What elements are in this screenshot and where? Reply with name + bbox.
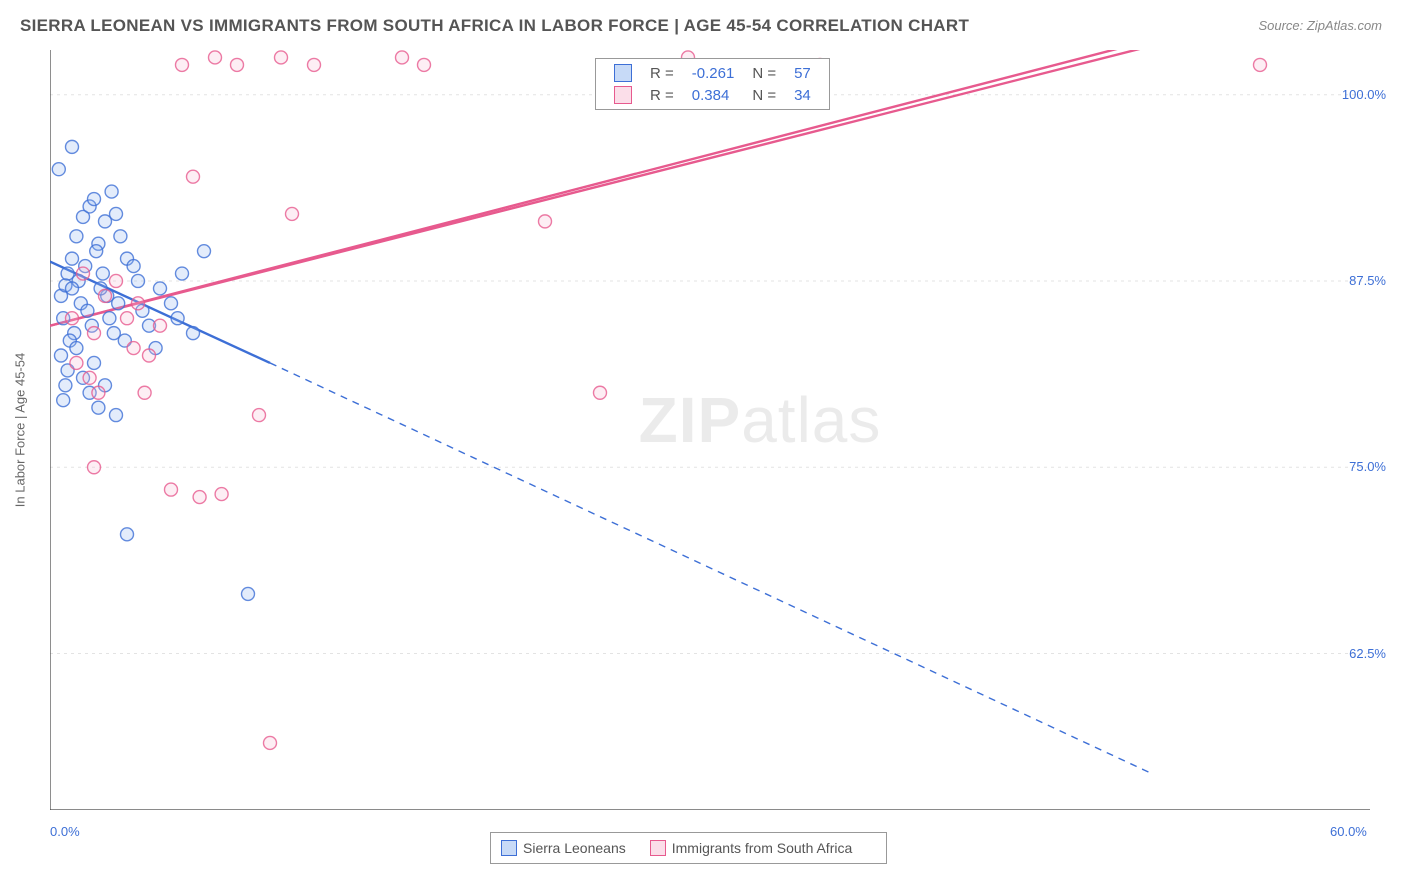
chart-container: SIERRA LEONEAN VS IMMIGRANTS FROM SOUTH …	[0, 0, 1406, 892]
stats-n-label: N =	[744, 63, 784, 83]
stats-r-label: R =	[642, 85, 682, 105]
legend-swatch	[650, 840, 666, 856]
y-tick-label: 75.0%	[1349, 459, 1386, 474]
source-label: Source: ZipAtlas.com	[1258, 18, 1382, 33]
legend-swatch	[501, 840, 517, 856]
series-legend: Sierra Leoneans Immigrants from South Afr…	[490, 832, 887, 864]
stats-r-value: -0.261	[684, 63, 743, 83]
y-axis-label: In Labor Force | Age 45-54	[13, 353, 28, 507]
stats-r-label: R =	[642, 63, 682, 83]
scatter-plot	[50, 50, 1370, 810]
stats-n-label: N =	[744, 85, 784, 105]
x-tick-label: 0.0%	[50, 824, 80, 839]
stats-r-value: 0.384	[684, 85, 743, 105]
x-tick-label: 60.0%	[1330, 824, 1367, 839]
chart-title: SIERRA LEONEAN VS IMMIGRANTS FROM SOUTH …	[20, 16, 969, 36]
stats-n-value: 34	[786, 85, 819, 105]
y-tick-label: 100.0%	[1342, 87, 1386, 102]
stats-n-value: 57	[786, 63, 819, 83]
correlation-stats-box: R =-0.261N =57 R =0.384N =34	[595, 58, 830, 110]
y-tick-label: 62.5%	[1349, 646, 1386, 661]
y-tick-label: 87.5%	[1349, 273, 1386, 288]
legend-label: Sierra Leoneans	[523, 840, 626, 856]
legend-label: Immigrants from South Africa	[672, 840, 853, 856]
